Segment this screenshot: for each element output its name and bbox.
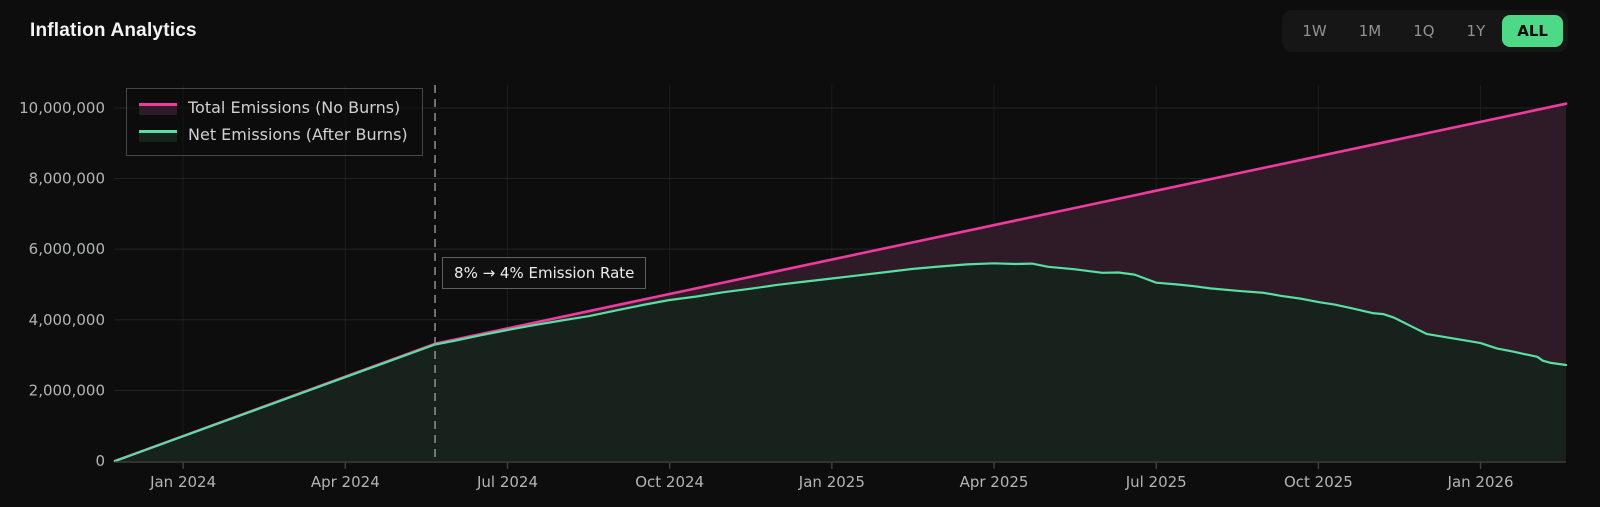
svg-text:6,000,000: 6,000,000 [29, 240, 105, 258]
svg-text:10,000,000: 10,000,000 [19, 99, 105, 117]
x-axis-labels: Jan 2024 Apr 2024 Jul 2024 Oct 2024 Jan 2025… [149, 473, 1514, 491]
legend-label: Net Emissions (After Burns) [188, 125, 408, 145]
legend-color-swatch [139, 102, 177, 115]
range-button-1m[interactable]: 1M [1344, 15, 1397, 47]
range-button-all[interactable]: ALL [1502, 15, 1563, 47]
svg-text:0: 0 [95, 452, 105, 470]
svg-text:Jan 2025: Jan 2025 [798, 473, 865, 491]
svg-text:Jan 2024: Jan 2024 [149, 473, 216, 491]
emission-rate-annotation: 8% → 4% Emission Rate [442, 257, 647, 289]
svg-text:Apr 2024: Apr 2024 [311, 473, 380, 491]
svg-text:Apr 2025: Apr 2025 [960, 473, 1029, 491]
legend-item-net-emissions[interactable]: Net Emissions (After Burns) [139, 125, 408, 145]
legend-label: Total Emissions (No Burns) [188, 98, 401, 117]
series [113, 102, 1568, 463]
svg-text:Jul 2025: Jul 2025 [1125, 473, 1187, 491]
range-button-1w[interactable]: 1W [1287, 15, 1341, 47]
svg-text:2,000,000: 2,000,000 [29, 381, 105, 399]
line-net-emissions [113, 262, 1568, 463]
legend-item-total-emissions[interactable]: Total Emissions (No Burns) [139, 98, 408, 117]
time-range-selector: 1W 1M 1Q 1Y ALL [1282, 10, 1568, 52]
svg-text:4,000,000: 4,000,000 [29, 311, 105, 329]
svg-text:Jan 2026: Jan 2026 [1447, 473, 1514, 491]
range-button-1y[interactable]: 1Y [1452, 15, 1501, 47]
panel-header: Inflation Analytics 1W 1M 1Q 1Y ALL [0, 0, 1600, 62]
area-net-emissions [115, 263, 1566, 461]
svg-text:Oct 2025: Oct 2025 [1284, 473, 1353, 491]
page-title: Inflation Analytics [30, 20, 197, 41]
range-button-1q[interactable]: 1Q [1398, 15, 1449, 47]
y-axis-labels: 0 2,000,000 4,000,000 6,000,000 8,000,000 10,… [19, 99, 105, 470]
svg-text:Oct 2024: Oct 2024 [635, 473, 704, 491]
axis-ticks [182, 462, 1482, 469]
svg-text:8,000,000: 8,000,000 [29, 170, 105, 188]
legend-color-swatch [139, 129, 177, 143]
chart-legend: Total Emissions (No Burns) Net Emissions … [126, 88, 423, 156]
svg-text:Jul 2024: Jul 2024 [476, 473, 538, 491]
